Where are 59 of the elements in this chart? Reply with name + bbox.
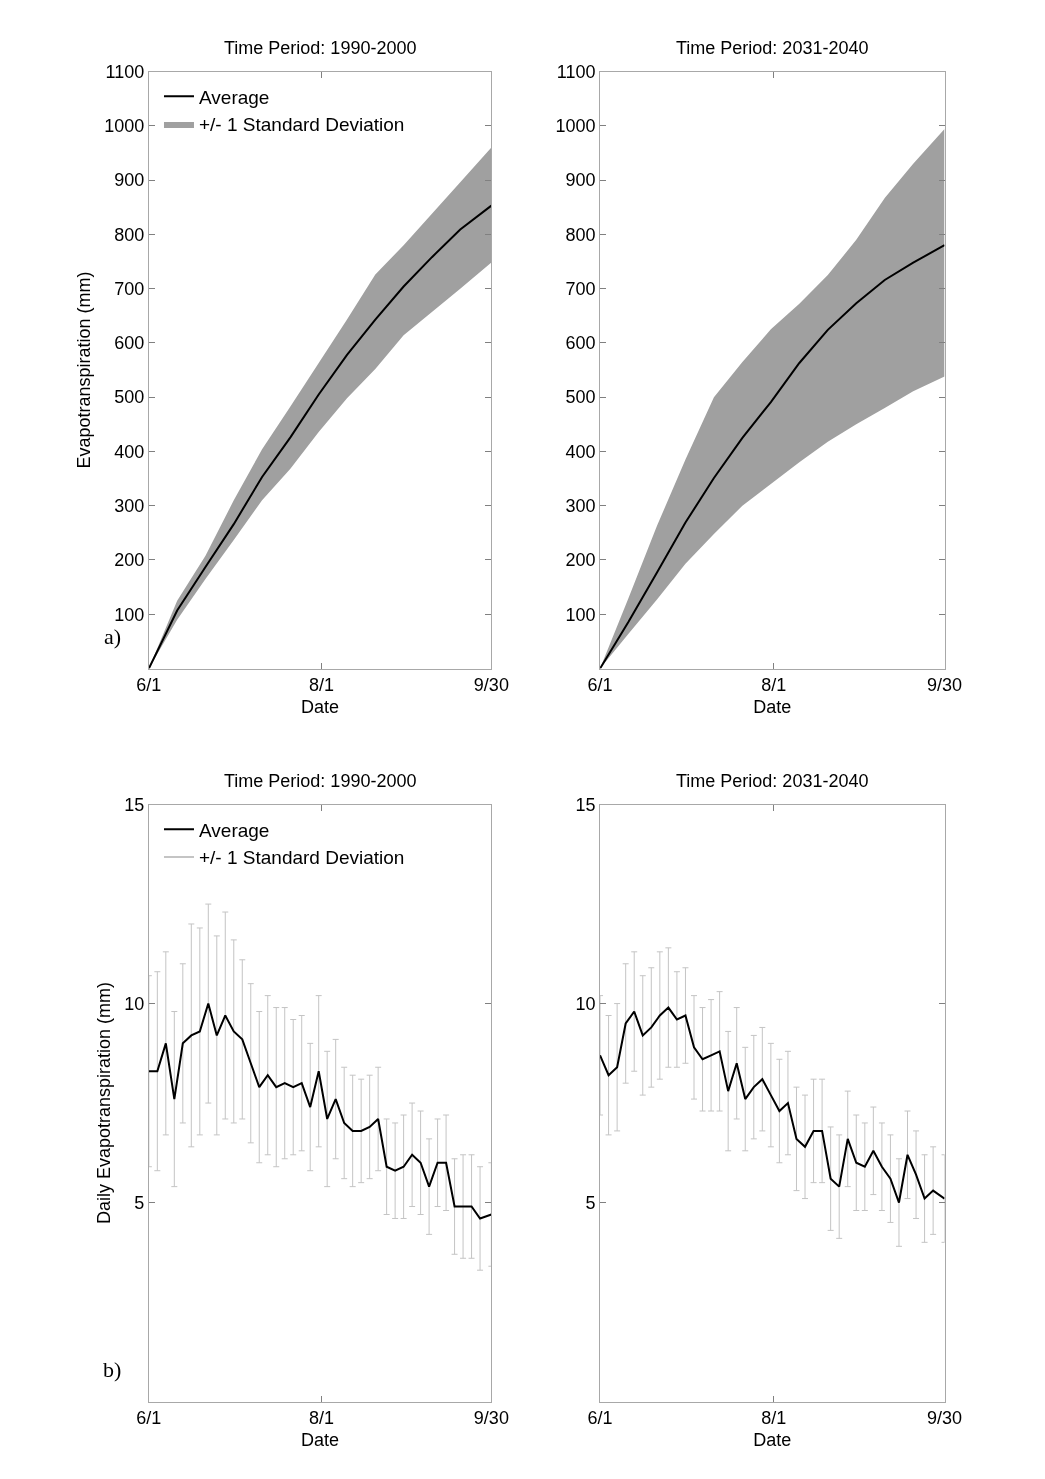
- x-tick-label: 9/30: [473, 675, 509, 696]
- y-tick-label: 200: [565, 550, 596, 571]
- y-tick-label: 1100: [105, 61, 145, 82]
- y-axis-title: Evapotranspiration (mm): [74, 271, 95, 469]
- y-tick-label: 15: [575, 794, 596, 815]
- legend-label: Average: [198, 86, 270, 108]
- x-tick-label: 6/1: [136, 1408, 162, 1429]
- y-tick-label: 1100: [556, 61, 596, 82]
- chart-title: Time Period: 1990-2000: [224, 38, 417, 58]
- chart-title: Time Period: 2031-2040: [676, 38, 869, 58]
- x-tick-label: 6/1: [136, 675, 162, 696]
- y-tick-label: 100: [114, 604, 145, 625]
- y-tick-label: 5: [134, 1192, 145, 1213]
- y-tick-label: 15: [124, 794, 145, 815]
- text: a): [104, 624, 122, 649]
- line-series: [600, 1006, 945, 1204]
- y-tick-label: 5: [585, 1192, 596, 1213]
- y-tick-label: 700: [565, 278, 596, 299]
- legend-label: +/- 1 Standard Deviation: [198, 114, 405, 136]
- y-tick-label: 600: [114, 333, 145, 354]
- y-tick-label: 1000: [555, 116, 596, 137]
- y-tick-label: 400: [114, 441, 145, 462]
- text: b): [103, 1357, 122, 1382]
- x-tick-label: 8/1: [761, 1408, 787, 1429]
- y-tick-label: 300: [114, 496, 145, 517]
- x-axis-title: Date: [301, 697, 340, 718]
- y-tick-label: 600: [565, 333, 596, 354]
- x-tick-label: 8/1: [309, 1408, 335, 1429]
- y-tick-label: 200: [114, 550, 145, 571]
- y-tick-label: 400: [565, 441, 596, 462]
- line-series: [600, 244, 945, 669]
- y-tick-label: 700: [114, 278, 145, 299]
- x-tick-label: 9/30: [927, 1408, 963, 1429]
- x-axis-title: Date: [753, 697, 792, 718]
- y-tick-label: 10: [124, 993, 145, 1014]
- x-tick-label: 8/1: [761, 675, 787, 696]
- x-tick-label: 9/30: [927, 675, 963, 696]
- y-tick-label: 800: [114, 224, 145, 245]
- chart-title: Time Period: 2031-2040: [676, 771, 869, 791]
- y-tick-label: 100: [565, 604, 596, 625]
- y-tick-label: 300: [565, 496, 596, 517]
- y-tick-label: 10: [575, 993, 596, 1014]
- x-axis-title: Date: [301, 1430, 340, 1451]
- y-tick-label: 1000: [104, 116, 145, 137]
- line-series: [148, 1002, 492, 1220]
- y-tick-label: 900: [565, 170, 596, 191]
- x-tick-label: 9/30: [473, 1408, 509, 1429]
- y-tick-label: 900: [114, 170, 145, 191]
- y-tick-label: 800: [565, 224, 596, 245]
- y-tick-label: 500: [114, 387, 145, 408]
- chart-title: Time Period: 1990-2000: [224, 771, 417, 791]
- y-axis-title: Daily Evapotranspiration (mm): [94, 982, 115, 1225]
- legend-label: +/- 1 Standard Deviation: [198, 847, 405, 869]
- x-axis-title: Date: [753, 1430, 792, 1451]
- x-tick-label: 6/1: [587, 1408, 613, 1429]
- x-tick-label: 8/1: [309, 675, 335, 696]
- x-tick-label: 6/1: [587, 675, 613, 696]
- y-tick-label: 500: [565, 387, 596, 408]
- legend-label: Average: [198, 819, 270, 841]
